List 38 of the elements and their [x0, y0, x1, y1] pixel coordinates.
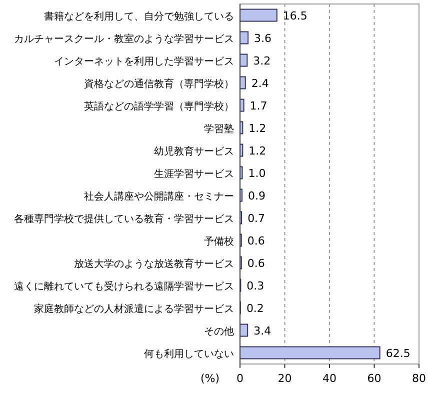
data-label: 0.9 — [248, 189, 266, 202]
y-tick-label: 書籍などを利用して、自分で勉強している — [44, 10, 234, 22]
y-tick-label: 資格などの通信教育（専門学校） — [84, 78, 234, 90]
x-tick-label: 40 — [322, 372, 336, 385]
y-tick-label: 各種専門学校で提供している教育・学習サービス — [14, 212, 234, 225]
y-tick-label: 放送大学のような放送教育サービス — [74, 258, 234, 270]
x-tick-label: 20 — [278, 372, 292, 385]
y-tick-label: カルチャースクール・教室のような学習サービス — [14, 32, 234, 45]
data-label: 0.6 — [247, 256, 265, 270]
data-label: 3.2 — [253, 54, 271, 68]
data-label: 16.5 — [282, 9, 308, 22]
y-tick-label: 生涯学習サービス — [154, 168, 234, 180]
data-label: 0.6 — [247, 234, 265, 248]
data-label: 62.5 — [386, 346, 410, 360]
data-label: 0.2 — [246, 302, 264, 315]
data-label: 0.7 — [248, 212, 266, 225]
y-tick-label: 社会人講座や公開講座・セミナー — [84, 190, 234, 202]
data-label: 3.6 — [254, 32, 272, 45]
data-label: 2.4 — [251, 76, 269, 90]
y-tick-label: インターネットを利用した学習サービス — [54, 55, 234, 68]
y-tick-label: 何も利用していない — [144, 348, 234, 360]
x-axis-title: (%) — [200, 372, 220, 385]
data-label: 1.7 — [250, 99, 268, 112]
data-label: 1.2 — [248, 144, 266, 158]
x-tick-label: 60 — [367, 372, 382, 385]
y-tick-label: 遠くに離れていても受けられる遠隔学習サービス — [14, 280, 234, 292]
data-label: 1.0 — [248, 166, 266, 180]
y-tick-label: 英語などの語学学習（専門学校） — [84, 100, 234, 112]
x-tick-label: 80 — [412, 372, 426, 385]
data-label: 0.3 — [246, 279, 264, 292]
x-tick-label: 0 — [236, 372, 244, 385]
y-tick-label: 予備校 — [204, 235, 234, 248]
data-label: 3.4 — [254, 324, 272, 338]
y-tick-label: 家庭教師などの人材派遣による学習サービス — [34, 302, 234, 315]
y-tick-label: 学習塾 — [204, 122, 234, 135]
y-tick-label: 幼児教育サービス — [154, 145, 234, 158]
data-label: 1.2 — [248, 122, 266, 135]
y-tick-label: その他 — [204, 325, 234, 338]
